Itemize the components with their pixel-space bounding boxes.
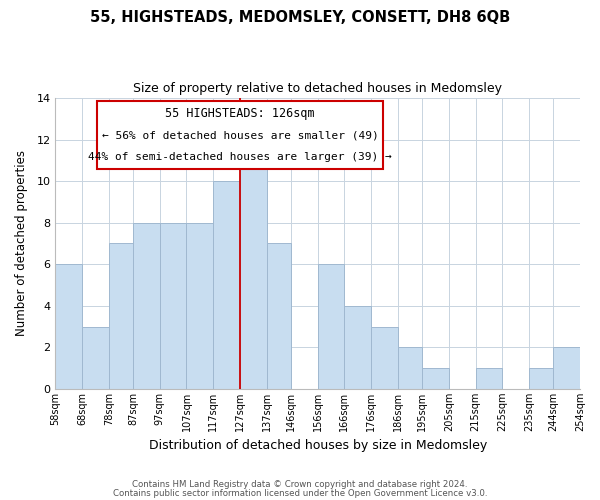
Y-axis label: Number of detached properties: Number of detached properties — [15, 150, 28, 336]
Text: Contains HM Land Registry data © Crown copyright and database right 2024.: Contains HM Land Registry data © Crown c… — [132, 480, 468, 489]
Bar — [317, 264, 344, 389]
Bar — [82, 326, 109, 389]
Bar — [267, 244, 291, 389]
Bar — [422, 368, 449, 389]
Bar — [187, 222, 213, 389]
FancyBboxPatch shape — [97, 101, 383, 170]
Bar — [160, 222, 187, 389]
Text: 44% of semi-detached houses are larger (39) →: 44% of semi-detached houses are larger (… — [88, 152, 392, 162]
Bar — [398, 348, 422, 389]
Text: Contains public sector information licensed under the Open Government Licence v3: Contains public sector information licen… — [113, 489, 487, 498]
Text: ← 56% of detached houses are smaller (49): ← 56% of detached houses are smaller (49… — [102, 130, 379, 140]
Bar — [240, 140, 267, 389]
Bar — [344, 306, 371, 389]
Bar — [371, 326, 398, 389]
Bar — [213, 181, 240, 389]
Bar — [133, 222, 160, 389]
Bar — [529, 368, 553, 389]
Bar — [55, 264, 82, 389]
Bar — [553, 348, 580, 389]
Bar — [476, 368, 502, 389]
X-axis label: Distribution of detached houses by size in Medomsley: Distribution of detached houses by size … — [149, 440, 487, 452]
Text: 55, HIGHSTEADS, MEDOMSLEY, CONSETT, DH8 6QB: 55, HIGHSTEADS, MEDOMSLEY, CONSETT, DH8 … — [90, 10, 510, 25]
Text: 55 HIGHSTEADS: 126sqm: 55 HIGHSTEADS: 126sqm — [166, 107, 315, 120]
Title: Size of property relative to detached houses in Medomsley: Size of property relative to detached ho… — [133, 82, 502, 96]
Bar — [109, 244, 133, 389]
